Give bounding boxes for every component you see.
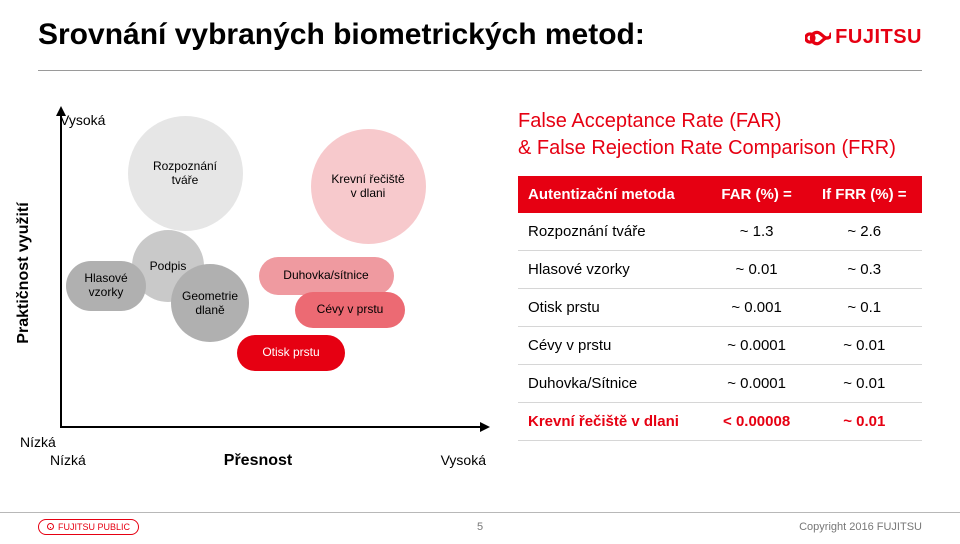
fujitsu-logo: FUJITSU <box>805 26 922 49</box>
bubble-fvein: Cévy v prstu <box>295 292 405 328</box>
rates-table: Autentizační metoda FAR (%) = If FRR (%)… <box>518 176 922 441</box>
badge-text: FUJITSU PUBLIC <box>58 520 130 534</box>
visibility-badge: FUJITSU PUBLIC <box>38 519 139 535</box>
y-tick-low: Nízká <box>20 434 56 450</box>
infinity-icon <box>805 27 831 49</box>
cell-method: Cévy v prstu <box>518 327 707 365</box>
cell-method: Rozpoznání tváře <box>518 213 707 251</box>
cell-far: < 0.00008 <box>707 403 807 441</box>
x-axis <box>60 426 482 428</box>
page-number: 5 <box>477 521 483 533</box>
cell-far: ~ 0.0001 <box>707 327 807 365</box>
footer: FUJITSU PUBLIC 5 Copyright 2016 FUJITSU <box>0 512 960 534</box>
y-axis-arrow-icon <box>56 106 66 116</box>
table-row: Krevní řečiště v dlani< 0.00008~ 0.01 <box>518 403 922 441</box>
bubble-palmv: Krevní řečiště v dlani <box>311 129 426 244</box>
slide: Srovnání vybraných biometrických metod: … <box>0 0 960 544</box>
table-row: Hlasové vzorky~ 0.01~ 0.3 <box>518 251 922 289</box>
table-header-row: Autentizační metoda FAR (%) = If FRR (%)… <box>518 176 922 213</box>
cell-frr: ~ 0.01 <box>807 365 922 403</box>
cell-frr: ~ 0.01 <box>807 403 922 441</box>
bubble-chart: Praktičnost využití Vysoká Nízká Nízká P… <box>38 118 478 428</box>
cell-far: ~ 1.3 <box>707 213 807 251</box>
cell-method: Otisk prstu <box>518 289 707 327</box>
cell-method: Duhovka/Sítnice <box>518 365 707 403</box>
copyright: Copyright 2016 FUJITSU <box>799 521 922 533</box>
cell-far: ~ 0.01 <box>707 251 807 289</box>
rates-title-line1: False Acceptance Rate (FAR) <box>518 110 781 132</box>
table-row: Cévy v prstu~ 0.0001~ 0.01 <box>518 327 922 365</box>
cell-far: ~ 0.001 <box>707 289 807 327</box>
x-tick-high: Vysoká <box>441 452 486 468</box>
col-frr: If FRR (%) = <box>807 176 922 213</box>
x-tick-low: Nízká <box>50 452 86 468</box>
badge-dot-icon <box>47 523 54 530</box>
x-axis-label: Přesnost <box>224 452 292 470</box>
cell-frr: ~ 2.6 <box>807 213 922 251</box>
table-row: Rozpoznání tváře~ 1.3~ 2.6 <box>518 213 922 251</box>
x-axis-arrow-icon <box>480 422 490 432</box>
bubble-hand: Geometrie dlaně <box>171 264 249 342</box>
cell-frr: ~ 0.3 <box>807 251 922 289</box>
cell-method: Hlasové vzorky <box>518 251 707 289</box>
col-far: FAR (%) = <box>707 176 807 213</box>
plot-area: Rozpoznání tvářePodpisHlasové vzorkyGeom… <box>60 118 478 428</box>
cell-frr: ~ 0.1 <box>807 289 922 327</box>
cell-method: Krevní řečiště v dlani <box>518 403 707 441</box>
logo-text: FUJITSU <box>835 26 922 49</box>
y-axis <box>60 114 62 428</box>
y-axis-label: Praktičnost využití <box>15 202 33 343</box>
slide-title: Srovnání vybraných biometrických metod: <box>38 18 922 52</box>
table-row: Duhovka/Sítnice~ 0.0001~ 0.01 <box>518 365 922 403</box>
rates-panel: False Acceptance Rate (FAR) & False Reje… <box>518 108 922 441</box>
col-method: Autentizační metoda <box>518 176 707 213</box>
rates-title-line2: & False Rejection Rate Comparison (FRR) <box>518 137 896 159</box>
rates-title: False Acceptance Rate (FAR) & False Reje… <box>518 108 922 162</box>
cell-frr: ~ 0.01 <box>807 327 922 365</box>
bubble-fprint: Otisk prstu <box>237 335 345 371</box>
bubble-iris: Duhovka/sítnice <box>259 257 394 295</box>
cell-far: ~ 0.0001 <box>707 365 807 403</box>
bubble-voice: Hlasové vzorky <box>66 261 146 311</box>
table-row: Otisk prstu~ 0.001~ 0.1 <box>518 289 922 327</box>
bubble-face: Rozpoznání tváře <box>128 116 243 231</box>
title-divider <box>38 70 922 71</box>
